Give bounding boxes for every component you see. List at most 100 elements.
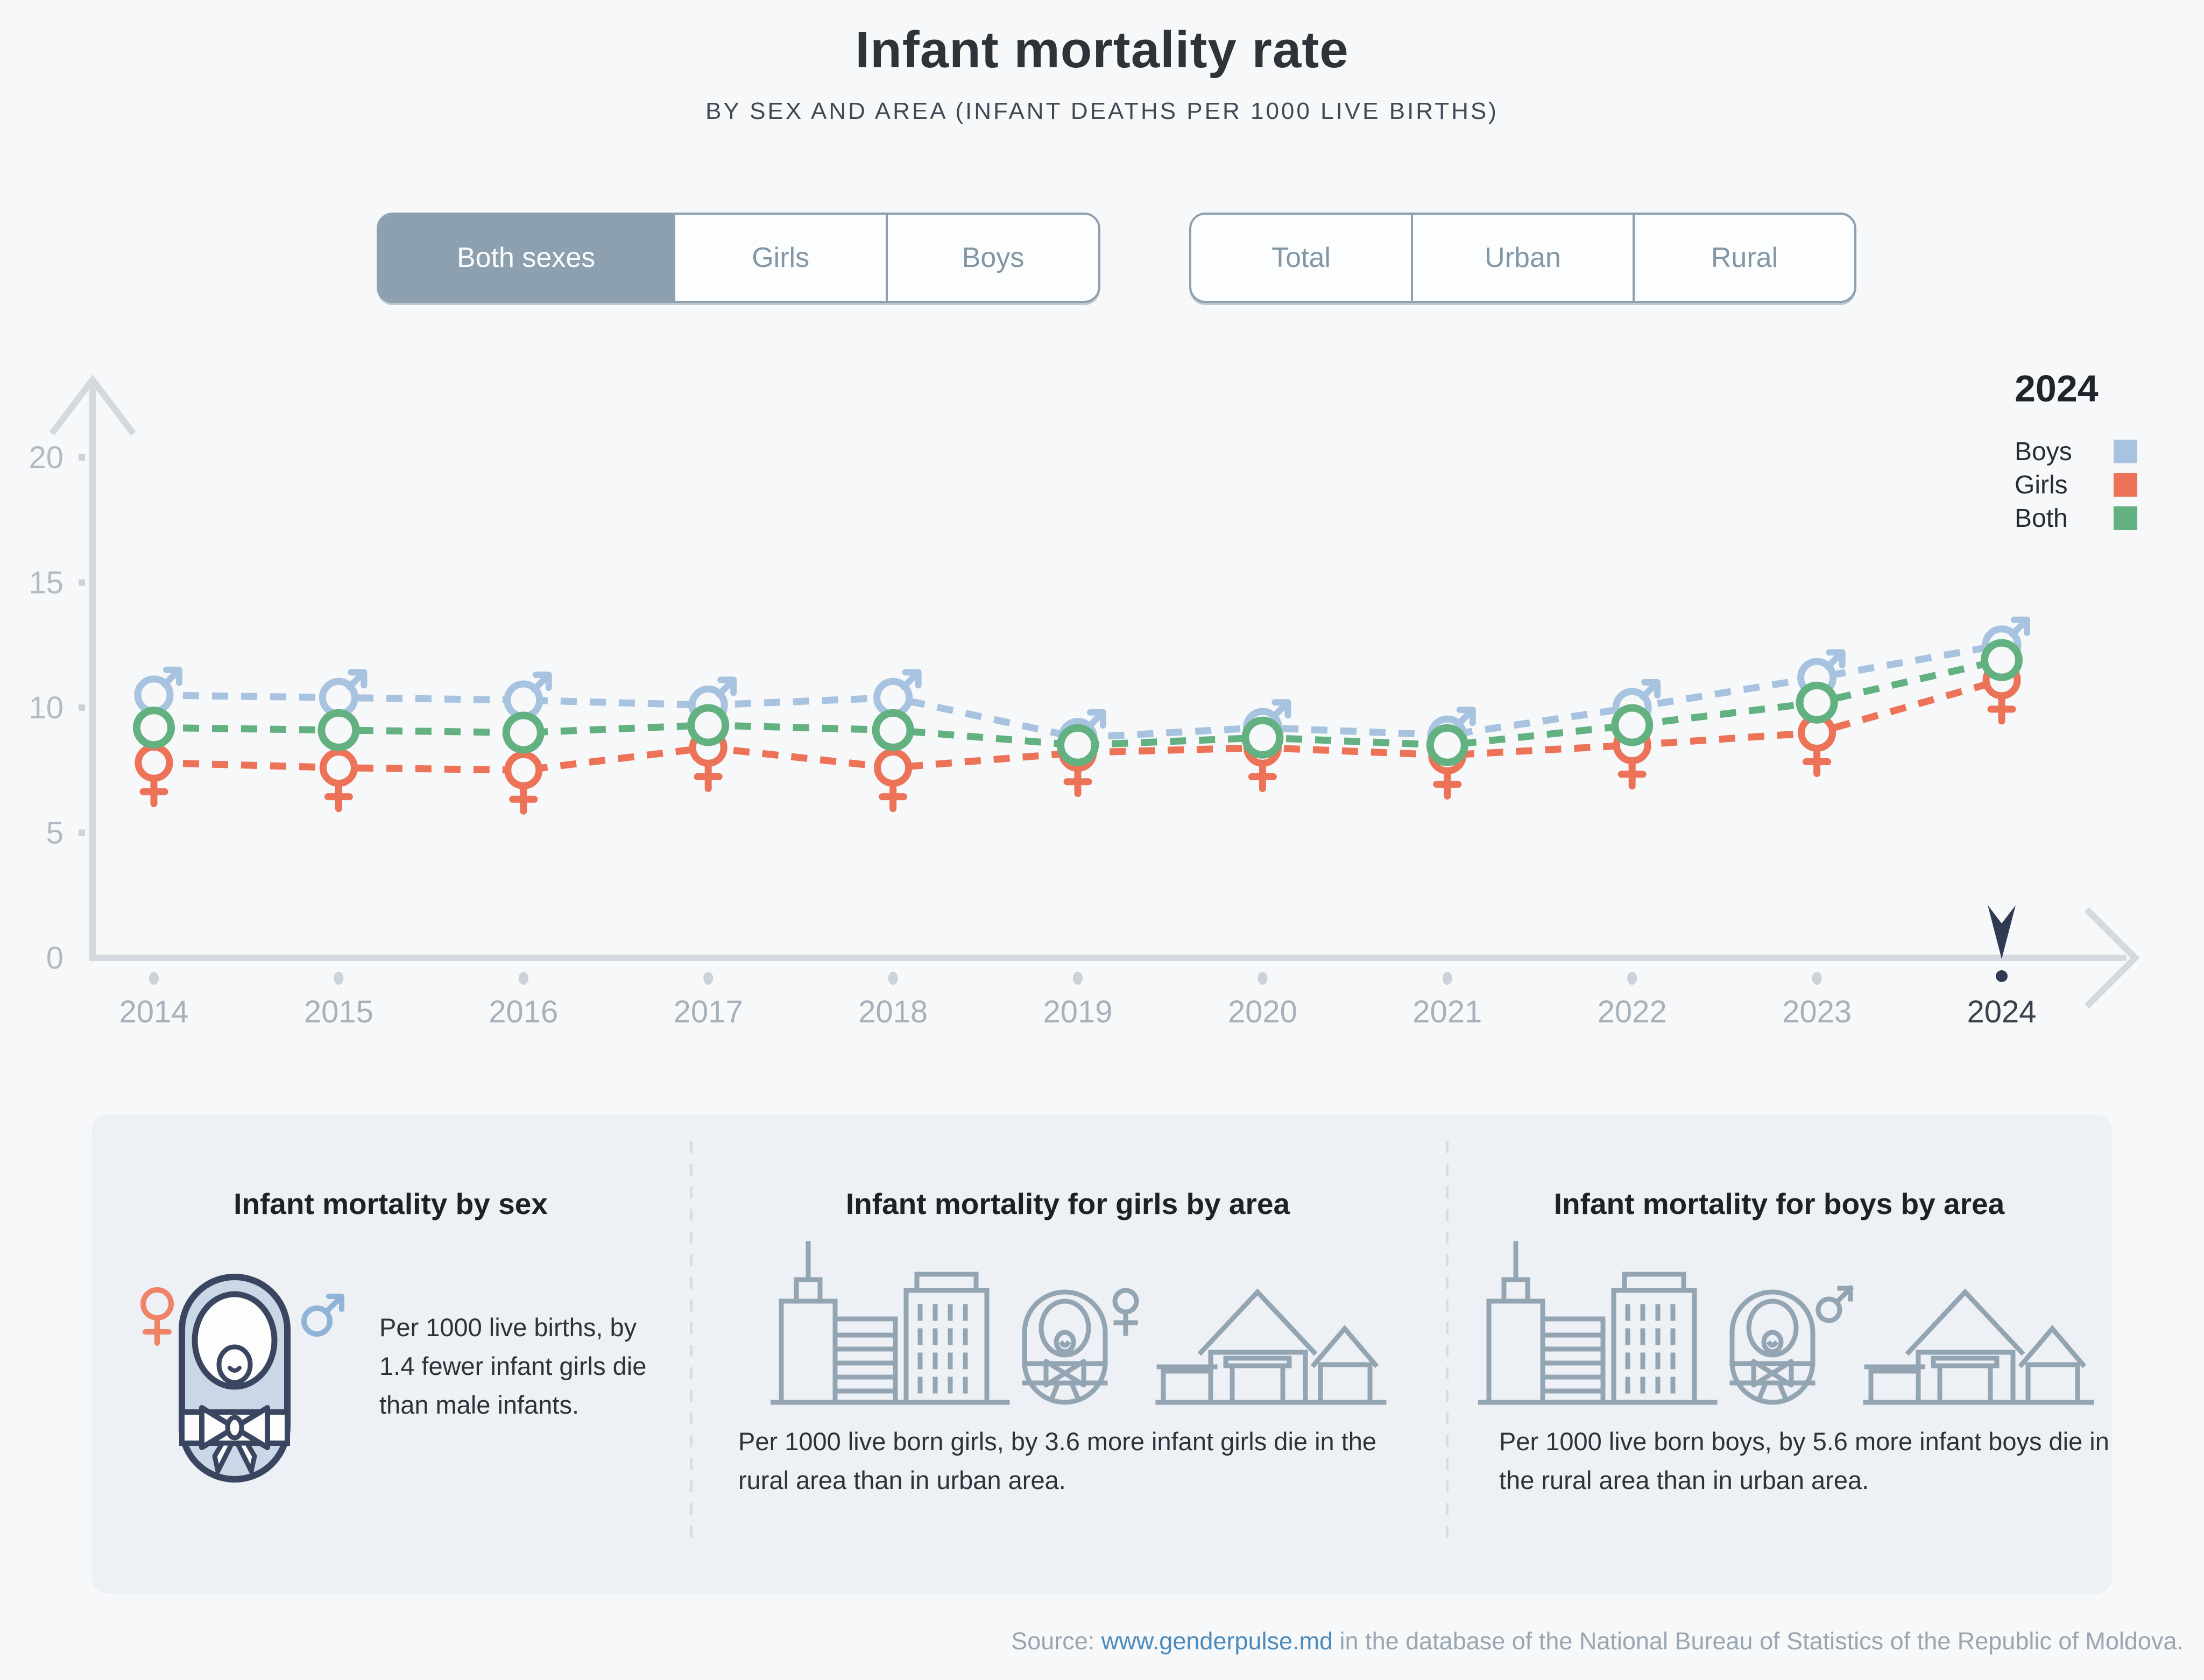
year-dot[interactable] <box>1258 972 1268 985</box>
card-text: Per 1000 live born boys, by 5.6 more inf… <box>1499 1427 2109 1494</box>
y-tick-label: 15 <box>29 566 63 601</box>
year-label-2014[interactable]: 2014 <box>119 994 188 1029</box>
year-dot[interactable] <box>1812 972 1822 985</box>
filter-area-rural[interactable]: Rural <box>1711 242 1778 273</box>
year-dot[interactable] <box>1073 972 1083 985</box>
data-point-both-icon <box>1241 716 1284 759</box>
year-label-2024[interactable]: 2024 <box>1967 994 2036 1029</box>
area-filter-group: Total Urban Rural <box>1189 213 1856 303</box>
sex-filter-group: Both sexes Girls Boys <box>377 213 1100 303</box>
data-point-both-icon <box>133 707 175 749</box>
card-girls-by-area: Infant mortality for girls by area <box>690 1114 1446 1594</box>
year-label-2020[interactable]: 2020 <box>1228 994 1297 1029</box>
year-label-2019[interactable]: 2019 <box>1043 994 1112 1029</box>
data-point-male-arrow-icon <box>1085 709 1106 730</box>
source-line: Source: www.genderpulse.md in the databa… <box>1011 1627 2184 1655</box>
y-tick <box>79 829 85 836</box>
data-point-both-icon <box>687 704 730 746</box>
data-point-both-icon <box>1057 724 1099 766</box>
year-dot[interactable] <box>1627 972 1637 985</box>
year-label-2022[interactable]: 2022 <box>1598 994 1667 1029</box>
year-label-2017[interactable]: 2017 <box>674 994 743 1029</box>
info-cards-panel: Infant mortality by sex <box>91 1114 2113 1594</box>
legend-label: Boys <box>2015 437 2072 466</box>
selected-year-cursor[interactable] <box>1988 905 2016 959</box>
year-dot[interactable] <box>334 972 344 985</box>
year-label-2021[interactable]: 2021 <box>1412 994 1482 1029</box>
filter-sex-girls[interactable]: Girls <box>675 215 888 301</box>
year-dot[interactable] <box>703 972 714 985</box>
card-text: Per 1000 live born girls, by 3.6 more in… <box>738 1427 1377 1494</box>
filter-area-urban[interactable]: Urban <box>1413 215 1635 301</box>
data-point-both-icon <box>1796 681 1838 724</box>
series-line-girls <box>153 676 2003 774</box>
house-icon <box>1155 1288 1387 1405</box>
year-label-2018[interactable]: 2018 <box>858 994 928 1029</box>
y-tick <box>79 704 85 711</box>
y-tick <box>79 579 85 586</box>
data-point-male-arrow-icon <box>900 669 922 690</box>
y-axis-arrow-icon <box>49 375 136 436</box>
source-link[interactable]: www.genderpulse.md <box>1101 1627 1333 1655</box>
year-dot[interactable] <box>1442 972 1452 985</box>
line-chart: 0 5 10 15 20 2014 2015 2016 2017 2018 2019 2020 2021… <box>29 375 2140 1029</box>
y-tick <box>79 454 85 461</box>
data-point-both-icon <box>317 709 360 751</box>
filter-sex-boys[interactable]: Boys <box>962 242 1025 273</box>
year-label-2015[interactable]: 2015 <box>304 994 373 1029</box>
legend-item-boys: Boys <box>2015 435 2137 468</box>
year-label-2023[interactable]: 2023 <box>1782 994 1852 1029</box>
card-mortality-by-sex: Infant mortality by sex <box>91 1114 690 1594</box>
data-point-female-cross-icon <box>694 759 723 792</box>
page-subtitle: BY SEX AND AREA (INFANT DEATHS PER 1000 … <box>705 98 1499 124</box>
data-point-female-cross-icon <box>879 780 908 813</box>
year-label-2016[interactable]: 2016 <box>489 994 558 1029</box>
male-symbol-icon <box>301 1294 344 1337</box>
selected-year-dot[interactable] <box>1996 970 2008 982</box>
legend-label: Both <box>2015 504 2068 533</box>
legend-swatch <box>2114 473 2137 497</box>
y-tick-label: 20 <box>29 440 63 475</box>
data-point-female-cross-icon <box>324 780 353 813</box>
source-prefix: Source: <box>1011 1627 1101 1655</box>
legend-year: 2024 <box>2015 368 2099 410</box>
legend-item-both: Both <box>2015 502 2137 535</box>
year-dot[interactable] <box>149 972 159 985</box>
series-line-boys <box>153 641 2003 742</box>
card-boys-by-area: Infant mortality for boys by area <box>1446 1114 2113 1594</box>
year-dot[interactable] <box>518 972 528 985</box>
y-tick-label: 10 <box>29 690 63 725</box>
card-divider <box>1446 1141 1449 1543</box>
data-point-female-cross-icon <box>509 782 538 815</box>
data-point-male-arrow-icon <box>531 672 552 693</box>
y-tick-label: 0 <box>46 941 63 976</box>
city-buildings-icon <box>771 1241 1010 1405</box>
city-buildings-icon <box>1478 1241 1718 1405</box>
card-title: Infant mortality for boys by area <box>1553 1187 2005 1220</box>
data-point-female-cross-icon <box>1063 765 1092 797</box>
card-title: Infant mortality for girls by area <box>845 1187 1290 1220</box>
data-point-male-arrow-icon <box>2009 616 2030 638</box>
data-point-female-cross-icon <box>1987 692 2016 725</box>
data-point-female-cross-icon <box>1248 759 1277 792</box>
series-line-both <box>153 657 2003 749</box>
data-point-female-icon <box>319 749 358 787</box>
data-point-male-arrow-icon <box>1824 649 1846 670</box>
source-suffix: in the database of the National Bureau o… <box>1333 1627 2184 1655</box>
filter-area-total[interactable]: Total <box>1191 215 1413 301</box>
data-point-female-cross-icon <box>1617 757 1647 790</box>
data-point-female-cross-icon <box>1803 745 1832 777</box>
data-point-female-cross-icon <box>139 774 168 807</box>
data-point-female-icon <box>135 743 173 782</box>
filter-sex-both-sexes[interactable]: Both sexes <box>379 215 676 301</box>
data-point-both-icon <box>872 709 914 751</box>
card-divider <box>690 1141 693 1543</box>
female-symbol-icon <box>140 1287 174 1346</box>
data-point-both-icon <box>1426 724 1468 766</box>
baby-icon <box>1729 1289 1816 1405</box>
data-point-both-icon <box>1611 704 1654 746</box>
year-dot[interactable] <box>888 972 898 985</box>
legend-label: Girls <box>2015 470 2068 499</box>
legend-item-girls: Girls <box>2015 468 2137 502</box>
house-icon <box>1863 1288 2094 1405</box>
